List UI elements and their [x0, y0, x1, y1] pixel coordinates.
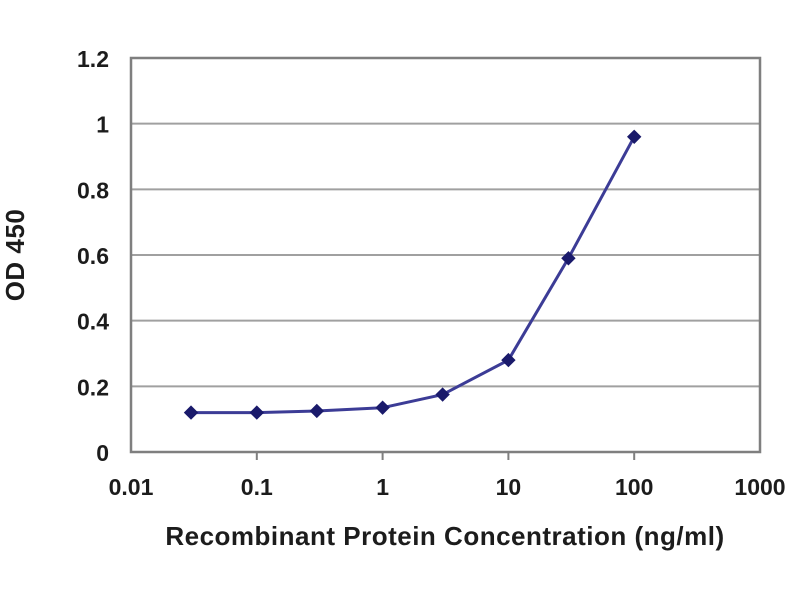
- data-point-marker: [501, 352, 516, 368]
- x-tick-label: 1: [376, 474, 389, 500]
- y-axis-title: OD 450: [0, 209, 30, 302]
- plot-area-border: [129, 56, 762, 454]
- data-point-marker: [183, 405, 199, 420]
- x-axis-ticks: [255, 452, 636, 460]
- axis-tick-labels: 0 0.2 0.4 0.6 0.8 1 1.2 0.01 0.1 1 10 100 1000: [77, 46, 786, 500]
- y-tick-label: 0.6: [77, 243, 109, 269]
- data-point-marker: [626, 129, 642, 145]
- y-tick-label: 0.8: [77, 177, 109, 203]
- series-line: [191, 136, 636, 415]
- data-point-marker: [309, 403, 325, 419]
- y-tick-label: 1: [96, 112, 109, 138]
- data-point-marker: [561, 251, 576, 266]
- data-point-marker: [249, 405, 265, 420]
- x-tick-label: 10: [496, 474, 522, 500]
- x-axis-title: Recombinant Protein Concentration (ng/ml…: [165, 521, 724, 551]
- y-tick-label: 0: [96, 440, 109, 466]
- x-tick-label: 0.01: [109, 474, 154, 500]
- x-tick-label: 100: [615, 474, 653, 500]
- data-series-layer: [183, 129, 642, 420]
- y-tick-label: 1.2: [77, 46, 109, 72]
- data-point-marker: [435, 387, 450, 402]
- data-point-marker: [375, 400, 390, 415]
- x-tick-label: 1000: [734, 474, 785, 500]
- x-tick-label: 0.1: [241, 474, 273, 500]
- y-tick-label: 0.4: [77, 309, 109, 335]
- y-tick-label: 0.2: [77, 374, 109, 400]
